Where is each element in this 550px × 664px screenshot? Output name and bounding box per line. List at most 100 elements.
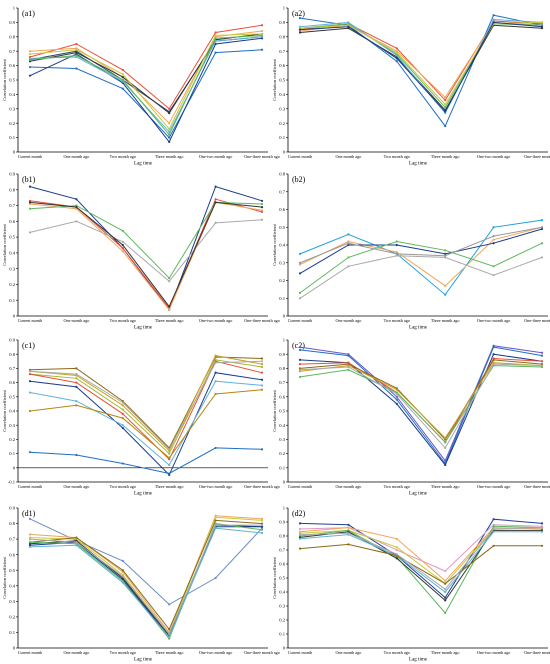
y-tick-label: 0.9	[279, 520, 285, 525]
y-tick-label: 0	[13, 150, 16, 155]
panel-d2: 0 0.1 0.2 0.3 0.4 0.5 0.6 0.7 0.8 0.9 1 Current mon…	[272, 506, 550, 663]
series-line	[299, 226, 543, 264]
data-point	[395, 57, 398, 60]
series-line	[299, 255, 543, 299]
x-tick-label: One-two month ago	[477, 318, 511, 323]
data-point	[540, 21, 544, 24]
data-point	[492, 527, 495, 531]
y-tick-label: 0.5	[9, 235, 15, 240]
y-tick-label: 0.5	[279, 225, 285, 230]
data-point	[260, 522, 264, 525]
series-line	[299, 21, 543, 113]
data-point	[492, 242, 495, 245]
y-tick-label: 0	[13, 314, 16, 319]
series-line	[299, 543, 542, 585]
panel-label: (a1)	[22, 9, 35, 18]
data-point	[75, 372, 78, 376]
data-point	[260, 199, 264, 202]
data-point	[260, 525, 264, 528]
data-point	[540, 354, 544, 357]
x-tick-label: Current month	[18, 318, 43, 323]
data-point	[347, 523, 350, 526]
panel-label: (c1)	[22, 341, 35, 350]
data-point	[214, 514, 217, 517]
x-tick-label: One month ago	[335, 484, 361, 489]
data-point	[75, 48, 78, 51]
data-point	[121, 73, 124, 76]
data-point	[540, 526, 544, 529]
data-point	[395, 252, 398, 255]
data-point	[260, 363, 264, 366]
data-point	[540, 227, 544, 231]
data-point	[444, 599, 447, 602]
data-point	[492, 235, 495, 238]
y-axis-label: Correlation coefficient	[272, 389, 277, 431]
x-tick-label: One-three month ago	[524, 318, 550, 323]
data-point	[395, 553, 398, 556]
series-line	[299, 23, 543, 109]
series-line	[299, 363, 543, 449]
data-point	[395, 395, 398, 398]
data-point	[444, 446, 447, 450]
data-point	[298, 346, 302, 349]
data-point	[75, 404, 78, 407]
data-point	[395, 402, 398, 405]
data-point	[121, 404, 124, 407]
data-point	[168, 130, 171, 133]
data-point	[214, 361, 217, 364]
data-point	[214, 37, 217, 40]
data-point	[444, 254, 447, 257]
data-point	[298, 31, 302, 34]
y-tick-label: 0.9	[279, 20, 285, 25]
data-point	[444, 99, 447, 102]
data-point	[347, 265, 350, 268]
data-point	[298, 297, 302, 300]
y-tick-label: 0	[13, 465, 16, 470]
series-line	[29, 356, 263, 449]
data-point	[121, 412, 124, 415]
data-point	[444, 256, 447, 259]
data-point	[395, 546, 398, 549]
data-point	[168, 472, 171, 475]
data-point	[28, 536, 32, 539]
series-line	[29, 523, 263, 640]
y-tick-label: 0.3	[279, 604, 285, 609]
data-point	[260, 24, 264, 27]
data-point	[395, 243, 398, 247]
data-point	[168, 603, 171, 606]
y-tick-label: 0.9	[9, 506, 15, 511]
data-point	[492, 274, 495, 277]
series-line	[299, 529, 542, 602]
data-point	[347, 25, 350, 28]
data-point	[540, 544, 544, 547]
data-point	[395, 398, 398, 401]
x-tick-label: Three month ago	[155, 484, 184, 489]
data-point	[168, 305, 171, 308]
series-line	[299, 18, 543, 114]
y-axis-label: Correlation coefficient	[272, 556, 277, 598]
y-tick-label: 0	[283, 480, 286, 485]
data-point	[444, 596, 447, 599]
y-tick-label: 0.6	[279, 63, 285, 68]
x-tick-label: One-two month ago	[199, 484, 233, 489]
series-line	[29, 201, 263, 308]
series-line	[299, 21, 543, 99]
y-tick-label: 0.1	[9, 630, 15, 635]
data-point	[298, 363, 302, 366]
y-tick-label: 1	[13, 6, 16, 11]
data-point	[214, 42, 217, 46]
data-point	[260, 48, 264, 51]
data-point	[168, 127, 171, 131]
data-point	[121, 247, 124, 250]
data-point	[214, 446, 217, 450]
y-tick-label: 0.2	[9, 282, 15, 287]
y-tick-label: 0.6	[279, 562, 285, 567]
y-tick-label: 0.3	[279, 106, 285, 111]
panel-b1: 0 0.1 0.2 0.3 0.4 0.5 0.6 0.7 0.8 0.9 Current mont…	[2, 172, 280, 331]
x-tick-label: Current month	[288, 650, 313, 655]
y-tick-label: 0.6	[279, 207, 285, 212]
data-point	[75, 206, 78, 209]
data-point	[214, 34, 217, 37]
data-point	[540, 25, 544, 28]
x-tick-label: Two month ago	[110, 154, 136, 159]
